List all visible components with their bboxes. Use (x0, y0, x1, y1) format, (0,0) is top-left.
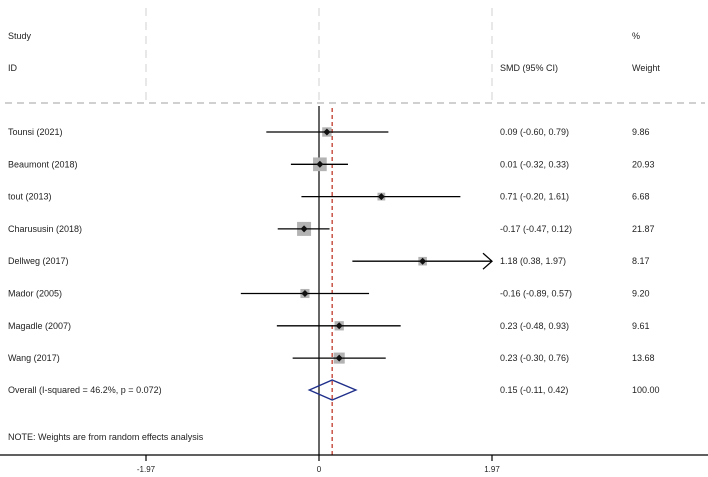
study-weight: 9.20 (632, 289, 650, 299)
ci-arrow (482, 252, 493, 270)
study-weight: 20.93 (632, 159, 655, 169)
study-ci: 0.01 (-0.32, 0.33) (500, 159, 569, 169)
x-axis: -1.97 0 1.97 (0, 454, 708, 474)
overall-ci: 0.15 (-0.11, 0.42) (500, 385, 568, 395)
study-ci: 0.71 (-0.20, 1.61) (500, 192, 569, 202)
point-estimate (335, 322, 343, 330)
overall-name: Overall (I-squared = 46.2%, p = 0.072) (8, 385, 162, 395)
x-tick-label: -1.97 (137, 465, 156, 474)
point-estimate (316, 160, 324, 168)
study-weight: 9.61 (632, 321, 650, 331)
point-estimate (301, 290, 309, 297)
study-name: Magadle (2007) (8, 321, 71, 331)
study-weight: 21.87 (632, 224, 655, 234)
study-row: Magadle (2007) 0.23 (-0.48, 0.93) 9.61 (8, 321, 650, 331)
study-weight: 8.17 (632, 256, 650, 266)
header-study: Study (8, 31, 32, 41)
x-tick-label: 0 (317, 465, 322, 474)
point-estimate (377, 193, 385, 201)
guide-lines (145, 8, 493, 100)
study-row: Beaumont (2018) 0.01 (-0.32, 0.33) 20.93 (8, 157, 655, 172)
study-row: tout (2013) 0.71 (-0.20, 1.61) 6.68 (8, 192, 650, 202)
overall-row: Overall (I-squared = 46.2%, p = 0.072) 0.… (8, 379, 660, 401)
study-weight: 9.86 (632, 127, 650, 137)
study-ci: 0.23 (-0.48, 0.93) (500, 321, 569, 331)
header-effect: SMD (95% CI) (500, 63, 558, 73)
study-row: Wang (2017) 0.23 (-0.30, 0.76) 13.68 (8, 352, 655, 364)
overall-weight: 100.00 (632, 385, 660, 395)
header-percent: % (632, 31, 640, 41)
study-ci: -0.17 (-0.47, 0.12) (500, 224, 572, 234)
study-ci: 0.23 (-0.30, 0.76) (500, 353, 569, 363)
study-row: Tounsi (2021) 0.09 (-0.60, 0.79) 9.86 (8, 127, 650, 137)
header-id: ID (8, 63, 18, 73)
study-row: Charususin (2018) -0.17 (-0.47, 0.12) 21.8… (8, 221, 655, 236)
study-row: Dellweg (2017) 1.18 (0.38, 1.97) 8.17 (8, 252, 650, 270)
study-ci: 0.09 (-0.60, 0.79) (500, 127, 569, 137)
footnote: NOTE: Weights are from random effects an… (8, 432, 204, 442)
overall-diamond (307, 379, 358, 401)
study-name: Beaumont (2018) (8, 159, 78, 169)
point-estimate (323, 128, 331, 136)
point-estimate (300, 225, 308, 233)
study-rows: Tounsi (2021) 0.09 (-0.60, 0.79) 9.86 Beaum… (8, 106, 660, 455)
study-weight: 13.68 (632, 353, 655, 363)
study-ci: 1.18 (0.38, 1.97) (500, 256, 566, 266)
x-tick-label: 1.97 (484, 465, 500, 474)
header-weight: Weight (632, 63, 660, 73)
study-name: Mador (2005) (8, 289, 62, 299)
study-name: Dellweg (2017) (8, 256, 69, 266)
study-row: Mador (2005) -0.16 (-0.89, 0.57) 9.20 (8, 289, 650, 299)
study-name: Charususin (2018) (8, 224, 82, 234)
point-estimate (419, 257, 427, 265)
point-estimate (335, 354, 343, 362)
study-weight: 6.68 (632, 192, 650, 202)
study-name: tout (2013) (8, 192, 52, 202)
study-ci: -0.16 (-0.89, 0.57) (500, 289, 572, 299)
study-name: Wang (2017) (8, 353, 60, 363)
study-name: Tounsi (2021) (8, 127, 63, 137)
